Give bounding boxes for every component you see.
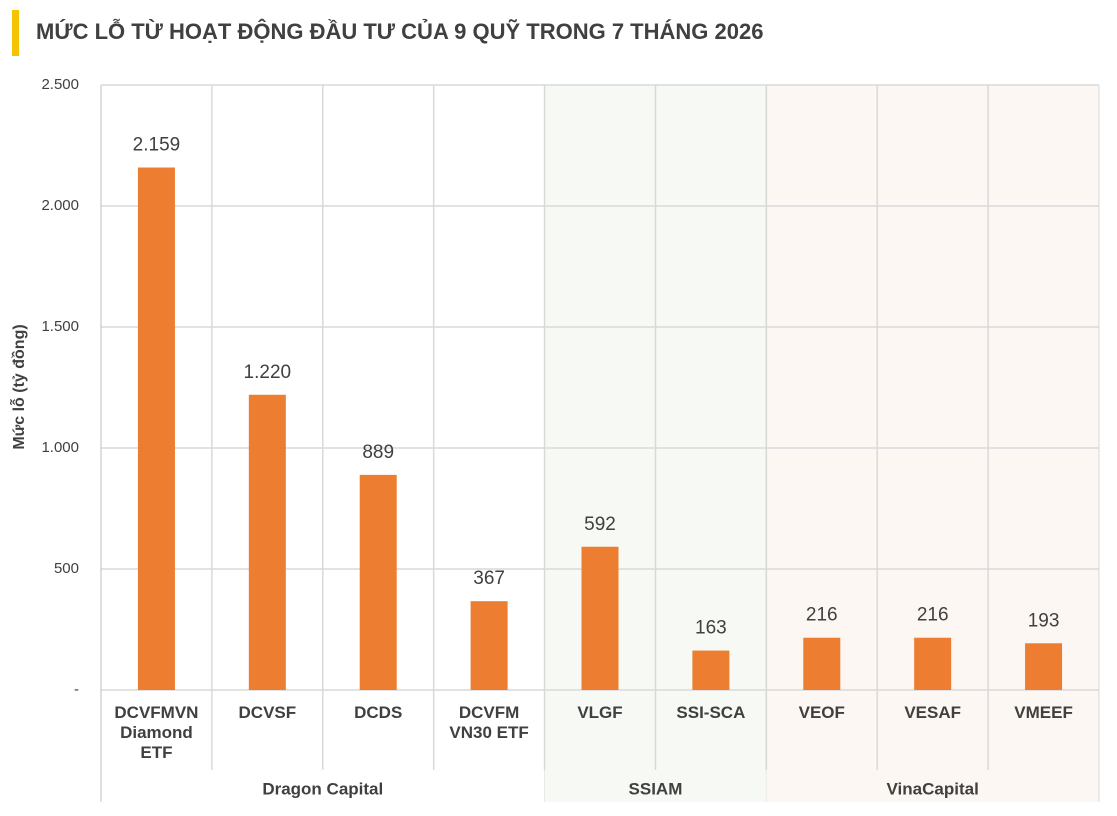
x-tick-label: VEOF — [798, 703, 845, 722]
bar — [137, 167, 175, 691]
y-axis-label: Mức lỗ (tỷ đồng) — [9, 324, 28, 449]
value-label: 367 — [473, 568, 505, 589]
title-accent — [12, 10, 19, 56]
group-background — [766, 85, 1099, 802]
bar — [692, 650, 730, 690]
value-label: 216 — [806, 605, 838, 626]
y-tick-label: 500 — [54, 560, 79, 577]
value-label: 889 — [362, 442, 394, 463]
group-label: SSIAM — [629, 779, 683, 798]
bar — [914, 637, 952, 690]
bar — [803, 637, 841, 690]
bar — [1025, 643, 1063, 690]
y-tick-label: 2.000 — [41, 197, 79, 214]
x-tick-label: VESAF — [904, 703, 961, 722]
chart-title: MỨC LỖ TỪ HOẠT ĐỘNG ĐẦU TƯ CỦA 9 QUỸ TRO… — [36, 18, 763, 44]
y-tick-label: 1.000 — [41, 439, 79, 456]
x-tick-label: VLGF — [577, 703, 623, 722]
bar — [359, 474, 397, 690]
y-tick-label: 2.500 — [41, 76, 79, 93]
y-tick-label: 1.500 — [41, 318, 79, 335]
x-tick-label: DCVFMVN Diamond ETF — [114, 703, 199, 762]
value-label: 1.220 — [244, 362, 292, 383]
x-tick-label: DCVSF — [238, 703, 297, 722]
bar — [581, 546, 619, 690]
value-label: 216 — [917, 605, 949, 626]
group-label: VinaCapital — [887, 779, 979, 798]
value-label: 592 — [584, 514, 616, 535]
value-label: 193 — [1028, 610, 1060, 631]
value-label: 163 — [695, 618, 727, 639]
x-tick-label: SSI-SCA — [676, 703, 746, 722]
bar — [248, 394, 286, 690]
value-label: 2.159 — [133, 135, 181, 156]
group-label: Dragon Capital — [262, 779, 383, 798]
x-tick-label: DCVFM VN30 ETF — [449, 703, 529, 742]
x-tick-label: VMEEF — [1014, 703, 1073, 722]
y-tick-label: - — [74, 681, 79, 698]
x-tick-label: DCDS — [354, 703, 403, 722]
bar — [470, 601, 508, 690]
